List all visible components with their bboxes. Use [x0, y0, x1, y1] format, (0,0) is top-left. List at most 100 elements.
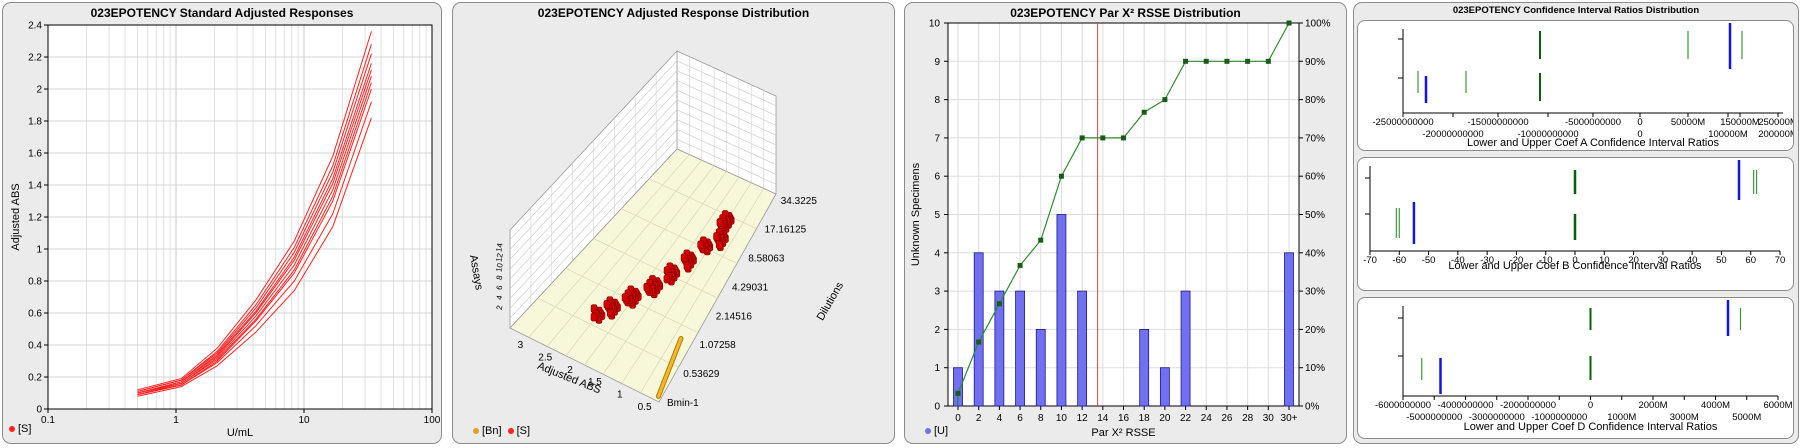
x-tick-label: 3000M: [1670, 412, 1699, 423]
standard-curve: [137, 88, 372, 396]
cumulative-point: [1017, 262, 1023, 268]
assay-tick-label: 2: [495, 304, 505, 310]
x-tick-label: 0.1: [41, 415, 55, 426]
abs-tick-label: 3: [518, 340, 524, 351]
x-tick-label: 60: [1745, 255, 1756, 266]
abs-tick-label: 2.5: [538, 353, 552, 364]
x-tick-label: -4000000000: [1438, 400, 1494, 411]
y-tick-label: 3: [934, 287, 940, 298]
histogram-bar: [1056, 214, 1067, 407]
cumulative-point: [1265, 58, 1271, 64]
x-tick-label: 18: [1139, 413, 1151, 424]
dilution-tick-label: 4.29031: [732, 282, 769, 293]
coef-b-subchart: -70 -60 -50 -40 -30 -20 -10 0 10 20 30 40 50 60 70 Lowe…: [1357, 157, 1794, 291]
abs-tick-label: 2: [567, 365, 573, 376]
x-tick-label: 10: [1056, 413, 1068, 424]
abs-tick-label: 1: [617, 390, 623, 401]
assay-tick-label: 4: [495, 294, 505, 300]
standard-curve: [137, 31, 372, 391]
dilution-tick-label: 2.14516: [716, 311, 753, 322]
legend-swatch-u: [925, 428, 931, 434]
response-bar: [680, 253, 688, 263]
cumulative-point: [1245, 58, 1251, 64]
y2-tick-label: 90%: [1305, 57, 1325, 68]
y-tick-label: 7: [934, 133, 940, 144]
x-tick-label: 22: [1180, 413, 1192, 424]
x-tick-label: -2000000000: [1500, 400, 1556, 411]
floor-grid-line: [593, 238, 718, 299]
histogram-bar: [1284, 252, 1294, 407]
abs-tick-label: 1.5: [588, 377, 602, 388]
x-tick-label: 30+: [1281, 413, 1298, 424]
histogram-bar: [1159, 367, 1170, 407]
dilution-tick-label: 17.16125: [765, 225, 807, 236]
abs-tick-label: 0.5: [638, 402, 652, 413]
response-bar: [663, 274, 671, 284]
y-tick-label: 0.8: [28, 277, 42, 288]
x-tick-label: 30: [1263, 413, 1275, 424]
x-tick-label: -10: [1539, 255, 1553, 266]
y-tick-label: 1.8: [28, 117, 42, 128]
x-tick-label: 0: [1637, 129, 1642, 140]
y-tick-label: 1.6: [28, 149, 42, 160]
x-tick-label: -60: [1392, 255, 1406, 266]
standard-curve: [137, 117, 372, 397]
legend-swatch-s: [507, 428, 514, 434]
y-tick-label: 8: [934, 95, 940, 106]
x-tick-label: 0: [1572, 255, 1577, 266]
x-tick-label: -15000000000: [1467, 117, 1528, 128]
legend-label-bn: [Bn]: [482, 425, 502, 437]
x-tick-label: -1000000000: [1531, 412, 1587, 423]
x-tick-label: -70: [1363, 255, 1377, 266]
x-tick-label: 6: [1017, 413, 1023, 424]
response-bar: [621, 293, 629, 302]
y-tick-label: 0: [36, 405, 42, 416]
x-tick-label: 12: [1077, 413, 1089, 424]
response-bar: [590, 312, 598, 322]
x-axis-label: Par X² RSSE: [1091, 427, 1155, 439]
x-tick-label: 24: [1201, 413, 1213, 424]
blank-bar: [656, 336, 683, 398]
dilution-tick-label: 8.58063: [748, 254, 785, 265]
x-tick-label: 150000M: [1720, 117, 1760, 128]
rsse-histogram-chart: 0 2 4 6 8 10 12 14 16 18 20 22 24 26 28 30 30+0123456789…: [910, 19, 1331, 440]
y-tick-label: 2.2: [28, 53, 42, 64]
x-tick-label: 100: [424, 415, 441, 426]
x-axis-label: Lower and Upper Coef B Confidence Interv…: [1448, 260, 1702, 272]
response-bar: [715, 240, 723, 249]
x-axis-label: U/mL: [227, 427, 253, 439]
y-tick-label: 1.4: [28, 181, 42, 192]
cumulative-point: [1162, 97, 1168, 103]
coef-a-chart: -25000000000-20000000000-15000000000-100…: [1372, 23, 1793, 149]
standard-curve: [137, 53, 372, 392]
panel-title: 023EPOTENCY Par X² RSSE Distribution: [1010, 6, 1241, 20]
cumulative-point: [1286, 20, 1292, 26]
floor-grid-line: [649, 178, 757, 229]
y2-tick-label: 40%: [1305, 248, 1325, 259]
y-axis-label: Adjusted ABS: [10, 183, 22, 250]
legend-label-u: [U]: [934, 425, 949, 437]
x-tick-label: 50: [1716, 255, 1727, 266]
x-tick-label: 50000M: [1671, 117, 1705, 128]
y-tick-label: 1.2: [28, 213, 42, 224]
y-axis-label: Dilutions: [815, 280, 847, 323]
cumulative-point: [976, 339, 982, 345]
response-bar: [606, 308, 614, 318]
y2-tick-label: 10%: [1305, 363, 1325, 374]
assay-tick-label: 12: [494, 252, 505, 263]
dilution-tick-label: 1.07258: [700, 340, 737, 351]
x-tick-label: 5000M: [1732, 412, 1761, 423]
cumulative-point: [1203, 58, 1209, 64]
legend-label-s: [S]: [516, 425, 531, 437]
panel-title: 023EPOTENCY Adjusted Response Distributi…: [537, 6, 810, 20]
x-tick-label: 8: [1038, 413, 1044, 424]
y2-tick-label: 60%: [1305, 172, 1325, 183]
x-tick-label: 2000M: [1638, 400, 1667, 411]
assay-tick-label: 8: [495, 274, 505, 280]
legend-swatch-bn: [473, 428, 479, 434]
cumulative-line: [956, 22, 1290, 407]
y-tick-label: 1: [934, 363, 940, 374]
histogram-bar: [1180, 290, 1191, 407]
x-axis-label: Lower and Upper Coef D Confidence Interv…: [1464, 421, 1718, 433]
x-tick-label: -3000000000: [1469, 412, 1525, 423]
